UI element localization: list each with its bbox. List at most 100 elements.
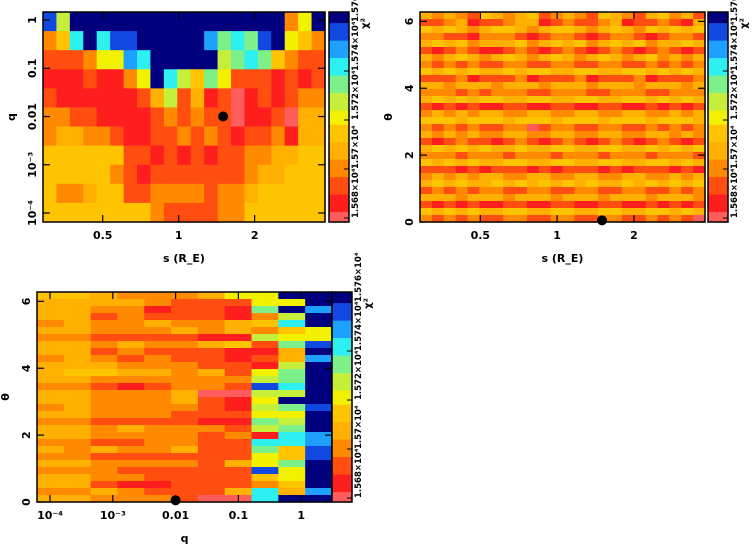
heatmap-cell bbox=[90, 390, 119, 398]
heatmap-cell bbox=[586, 33, 599, 41]
heatmap-cell bbox=[305, 348, 333, 356]
heatmap-cell bbox=[244, 12, 259, 32]
heatmap-cell bbox=[621, 89, 635, 97]
colorbar-swatch bbox=[329, 85, 349, 90]
heatmap-cell bbox=[633, 47, 647, 55]
heatmap-cell bbox=[669, 117, 682, 125]
heatmap-cell bbox=[550, 96, 564, 104]
heatmap-cell bbox=[479, 110, 492, 118]
heatmap-cell bbox=[90, 432, 119, 440]
heatmap-cell bbox=[83, 69, 98, 89]
heatmap-cell bbox=[503, 54, 516, 62]
heatmap-cell bbox=[467, 54, 480, 62]
heatmap-cell bbox=[503, 173, 516, 181]
y-tick-label: 4 bbox=[20, 364, 33, 372]
heatmap-cell bbox=[443, 61, 457, 69]
heatmap-cell bbox=[144, 418, 172, 426]
heatmap-cell bbox=[443, 131, 457, 139]
heatmap-cell bbox=[491, 96, 504, 104]
heatmap-cell bbox=[693, 166, 706, 174]
heatmap-cell bbox=[278, 320, 306, 328]
x-tick-label: 2 bbox=[251, 229, 259, 242]
heatmap-cell bbox=[278, 404, 306, 412]
heatmap-cell bbox=[90, 327, 119, 335]
heatmap-cell bbox=[645, 145, 659, 153]
heatmap-cell bbox=[117, 488, 145, 496]
heatmap-cell bbox=[90, 488, 119, 496]
heatmap-cell bbox=[503, 138, 516, 146]
heatmap-cell bbox=[633, 82, 647, 90]
heatmap-cell bbox=[63, 460, 92, 468]
colorbar-swatch bbox=[329, 148, 349, 153]
heatmap-cell bbox=[171, 397, 199, 405]
heatmap-cell bbox=[197, 362, 226, 370]
heatmap-cell bbox=[171, 481, 199, 489]
heatmap-cell bbox=[574, 215, 587, 223]
heatmap-cell bbox=[231, 126, 246, 147]
heatmap-cell bbox=[574, 159, 587, 167]
heatmap-cell bbox=[171, 460, 199, 468]
heatmap-cell bbox=[90, 474, 119, 482]
heatmap-cell bbox=[479, 173, 492, 181]
heatmap-cell bbox=[610, 180, 623, 188]
heatmap-cell bbox=[420, 68, 433, 76]
heatmap-cell bbox=[681, 96, 694, 104]
colorbar-swatch bbox=[329, 61, 349, 66]
heatmap-cell bbox=[278, 341, 306, 349]
colorbar-swatch bbox=[708, 131, 728, 136]
heatmap-cell bbox=[562, 201, 575, 209]
heatmap-cell bbox=[190, 88, 205, 109]
colorbar-swatch bbox=[708, 211, 728, 216]
heatmap-cell bbox=[431, 180, 445, 188]
heatmap-cell bbox=[693, 110, 706, 118]
heatmap-cell bbox=[515, 68, 528, 76]
heatmap-cell bbox=[278, 390, 306, 398]
heatmap-cell bbox=[305, 467, 333, 475]
heatmap-cell bbox=[610, 110, 623, 118]
heatmap-cell bbox=[251, 313, 279, 321]
heatmap-cell bbox=[669, 166, 682, 174]
colorbar-swatch bbox=[332, 439, 352, 444]
heatmap-cell bbox=[586, 145, 599, 153]
heatmap-cell bbox=[633, 187, 647, 195]
heatmap-cell bbox=[431, 47, 445, 55]
heatmap-cell bbox=[645, 138, 659, 146]
colorbar-swatch bbox=[332, 456, 352, 461]
heatmap-cell bbox=[278, 432, 306, 440]
heatmap-cell bbox=[621, 152, 635, 160]
heatmap-cell bbox=[271, 69, 286, 89]
colorbar-swatch bbox=[329, 169, 349, 174]
heatmap-cell bbox=[231, 12, 246, 32]
heatmap-cell bbox=[538, 215, 552, 223]
heatmap-cell bbox=[657, 215, 670, 223]
heatmap-cell bbox=[550, 40, 564, 48]
heatmap-cell bbox=[455, 26, 469, 34]
x-tick-label: 2 bbox=[630, 229, 638, 242]
heatmap-cell bbox=[284, 202, 299, 223]
heatmap-cell bbox=[117, 467, 145, 475]
heatmap-cell bbox=[144, 299, 172, 307]
heatmap-cell bbox=[204, 183, 219, 204]
heatmap-cell bbox=[645, 89, 659, 97]
heatmap-cell bbox=[645, 68, 659, 76]
heatmap-cell bbox=[150, 31, 165, 51]
heatmap-cell bbox=[503, 166, 516, 174]
heatmap-cell bbox=[455, 47, 469, 55]
heatmap-cell bbox=[610, 187, 623, 195]
heatmap-cell bbox=[90, 460, 119, 468]
heatmap-cell bbox=[538, 61, 552, 69]
heatmap-cell bbox=[63, 369, 92, 377]
colorbar-swatch bbox=[329, 166, 349, 171]
heatmap-cell bbox=[610, 215, 623, 223]
heatmap-cell bbox=[37, 362, 65, 370]
heatmap-cell bbox=[657, 180, 670, 188]
heatmap-cell bbox=[633, 159, 647, 167]
heatmap-cell bbox=[117, 418, 145, 426]
colorbar-swatch bbox=[332, 351, 352, 356]
heatmap-cell bbox=[669, 145, 682, 153]
heatmap-cell bbox=[443, 75, 457, 83]
heatmap-cell bbox=[90, 376, 119, 384]
heatmap-cell bbox=[645, 40, 659, 48]
heatmap-cell bbox=[657, 26, 670, 34]
